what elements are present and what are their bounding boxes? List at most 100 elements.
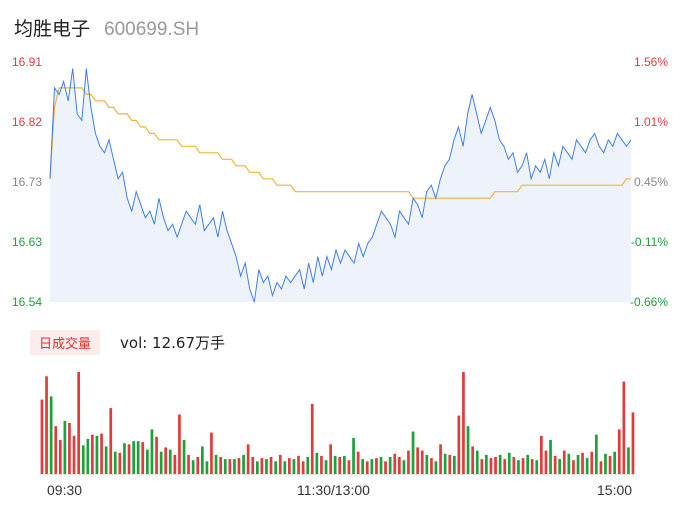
volume-bar xyxy=(356,451,360,474)
volume-bar xyxy=(581,452,584,475)
volume-bar xyxy=(127,444,131,475)
volume-bar xyxy=(164,447,167,474)
volume-bar xyxy=(370,459,374,474)
volume-bar xyxy=(617,429,621,474)
volume-bar xyxy=(361,459,364,474)
volume-bar xyxy=(627,447,630,474)
volume-bar xyxy=(233,459,236,474)
volume-bar xyxy=(558,459,561,474)
volume-bar xyxy=(549,440,552,474)
volume-bar xyxy=(604,453,607,474)
volume-bar xyxy=(567,453,571,474)
volume-bar xyxy=(526,454,529,474)
volume-bar xyxy=(187,454,190,474)
volume-bar xyxy=(480,459,484,474)
stock-code: 600699.SH xyxy=(104,19,200,40)
volume-bar xyxy=(439,444,442,475)
volume-bar xyxy=(595,434,598,474)
volume-bar xyxy=(471,446,474,474)
volume-bar xyxy=(45,376,48,475)
volume-bar xyxy=(489,458,493,474)
time-tick-label: 09:30 xyxy=(47,482,83,498)
volume-bar xyxy=(297,455,300,474)
volume-bar xyxy=(365,461,369,475)
price-tick-label: 16.63 xyxy=(12,235,43,249)
volume-bar xyxy=(288,458,291,474)
volume-bar xyxy=(269,457,273,474)
volume-bar xyxy=(49,396,53,474)
volume-bar xyxy=(256,461,259,475)
volume-bar xyxy=(146,449,149,474)
volume-bar xyxy=(434,461,438,475)
stock-name: 均胜电子 xyxy=(14,18,91,40)
volume-bar xyxy=(86,438,90,474)
volume-bar xyxy=(517,460,520,474)
volume-bar xyxy=(40,399,44,474)
volume-bar xyxy=(407,450,410,474)
volume-bar xyxy=(379,457,383,474)
volume-bar xyxy=(402,460,406,474)
volume-bar xyxy=(494,457,497,474)
volume-bar xyxy=(292,459,296,474)
time-tick-label: 11:30/13:00 xyxy=(297,482,370,498)
volume-bar xyxy=(150,429,154,474)
volume-bar xyxy=(338,457,342,474)
volume-bar xyxy=(475,450,479,474)
daily-volume-tag[interactable]: 日成交量 xyxy=(30,330,101,355)
volume-bar xyxy=(223,459,227,474)
volume-bar xyxy=(210,432,213,474)
volume-bar xyxy=(375,458,378,474)
volume-bar xyxy=(411,431,415,474)
price-tick-label: 16.91 xyxy=(12,55,43,69)
volume-bar xyxy=(462,372,465,474)
price-tick-label: 16.73 xyxy=(12,175,43,189)
volume-bar xyxy=(343,455,346,474)
volume-bar xyxy=(384,461,387,475)
volume-bar xyxy=(81,445,85,474)
volume-bar xyxy=(599,461,603,475)
volume-bar xyxy=(512,457,516,474)
volume-bar xyxy=(77,372,80,474)
volume-bar xyxy=(416,447,419,474)
volume-bar xyxy=(274,461,277,475)
volume-bar xyxy=(246,444,250,475)
volume-bar xyxy=(572,460,575,474)
volume-bar xyxy=(214,454,218,474)
volume-bar xyxy=(72,435,76,475)
volume-bar xyxy=(608,455,612,474)
volume-bar xyxy=(219,457,222,474)
volume-bar xyxy=(393,453,397,474)
volume-bar xyxy=(306,457,310,474)
volume-bar xyxy=(315,452,319,475)
volume-bar xyxy=(123,443,126,474)
volume-bar xyxy=(301,461,305,475)
volume-bar xyxy=(540,435,543,475)
volume-bar xyxy=(530,459,534,474)
volume-bar xyxy=(498,454,502,474)
volume-bar xyxy=(91,434,94,474)
volume-header: 日成交量 vol: 12.67万手 xyxy=(30,330,225,355)
percent-tick-label: 1.56% xyxy=(633,55,668,69)
volume-bar xyxy=(205,461,209,475)
volume-bar xyxy=(466,426,470,474)
volume-bar xyxy=(260,458,264,474)
volume-bar xyxy=(448,454,452,474)
volume-bar xyxy=(141,442,145,474)
volume-bar xyxy=(95,435,99,475)
volume-bar xyxy=(590,451,594,474)
percent-tick-label: -0.11% xyxy=(630,235,668,249)
volume-bar xyxy=(191,460,195,474)
volume-bar xyxy=(562,450,566,474)
volume-bar xyxy=(352,437,355,474)
volume-bar xyxy=(425,454,429,474)
volume-bar xyxy=(155,436,158,474)
price-tick-label: 16.82 xyxy=(12,115,43,129)
volume-bar xyxy=(182,440,186,474)
volume-bar xyxy=(507,452,511,475)
title-row: 均胜电子 600699.SH xyxy=(14,14,200,40)
volume-bar xyxy=(324,460,328,474)
volume-bar xyxy=(59,440,62,474)
volume-bar xyxy=(251,457,255,474)
volume-bar xyxy=(100,433,103,474)
price-line xyxy=(49,68,632,303)
